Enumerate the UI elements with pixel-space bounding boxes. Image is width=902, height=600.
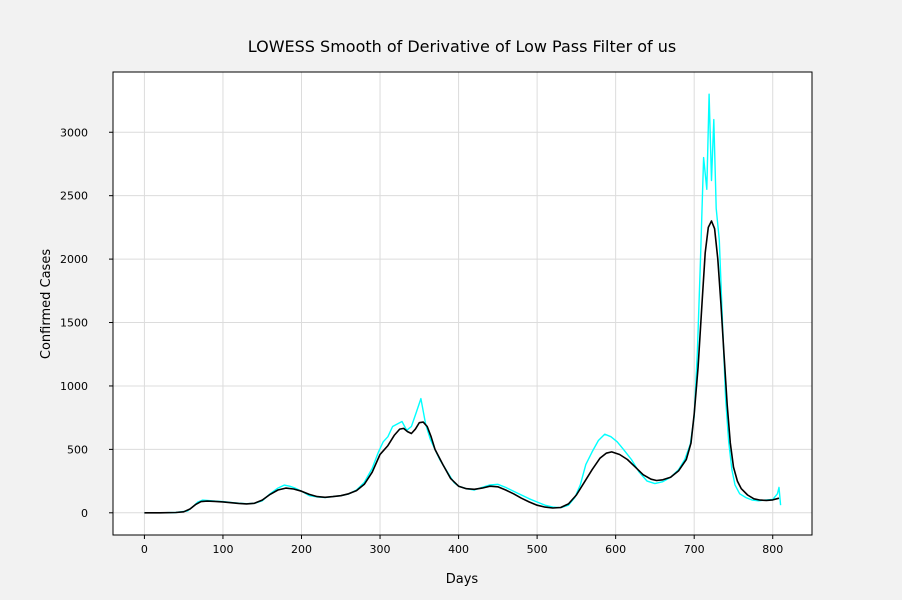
series-line-smooth	[144, 220, 780, 514]
x-tick-label: 600	[605, 543, 626, 556]
plot-area	[113, 72, 812, 535]
y-tick-label: 1500	[60, 317, 88, 330]
x-tick-label: 800	[762, 543, 783, 556]
y-tick-label: 0	[81, 507, 88, 520]
grid-lines	[113, 72, 812, 535]
y-tick-label: 3000	[60, 126, 88, 139]
x-tick-label: 0	[141, 543, 148, 556]
x-tick-label: 700	[684, 543, 705, 556]
chart-title: LOWESS Smooth of Derivative of Low Pass …	[248, 37, 676, 56]
plot-frame	[112, 71, 813, 536]
x-tick-label: 400	[448, 543, 469, 556]
y-tick-label: 500	[67, 443, 88, 456]
x-tick-label: 100	[212, 543, 233, 556]
y-tick-label: 2500	[60, 190, 88, 203]
y-tick-label: 1000	[60, 380, 88, 393]
y-tick-label: 2000	[60, 253, 88, 266]
x-axis-title: Days	[446, 572, 479, 587]
series-group	[144, 93, 782, 514]
x-tick-label: 300	[370, 543, 391, 556]
x-tick-label: 500	[527, 543, 548, 556]
y-axis-title: Confirmed Cases	[39, 249, 54, 359]
tick-group: 0 100 200 300 400 500 600 700 800 0 500 1000 1500 200…	[60, 126, 783, 556]
series-line-raw	[144, 93, 782, 514]
x-tick-label: 200	[291, 543, 312, 556]
